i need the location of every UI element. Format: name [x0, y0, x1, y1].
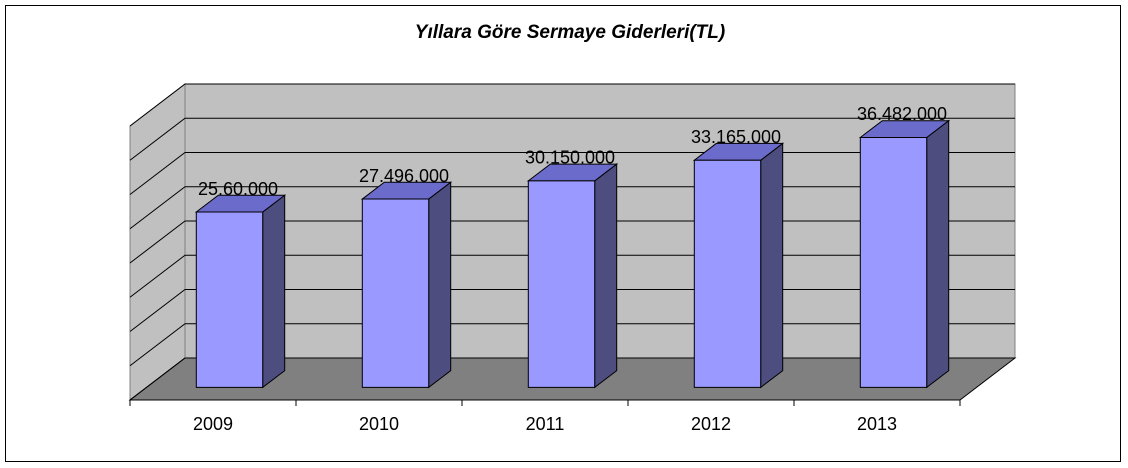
x-tick-label: 2010 — [359, 414, 399, 434]
grid-line — [129, 83, 1015, 127]
chart-title: Yıllara Göre Sermaye Giderleri(TL) — [415, 22, 725, 43]
bar-side — [262, 194, 286, 389]
bar — [527, 180, 596, 388]
bar-side — [760, 142, 784, 389]
data-label: 27.496.000 — [359, 166, 449, 186]
bar-side — [428, 181, 452, 389]
grid-line — [129, 117, 1015, 161]
data-label: 30.150.000 — [525, 148, 615, 168]
bar — [195, 211, 264, 388]
bar-side — [926, 119, 950, 389]
x-tick-label: 2012 — [691, 414, 731, 434]
bar-side — [594, 163, 618, 389]
bar — [859, 136, 928, 388]
x-tick-label: 2013 — [857, 414, 897, 434]
x-tick-label: 2009 — [193, 414, 233, 434]
bar — [361, 198, 430, 388]
data-label: 36.482.000 — [857, 104, 947, 124]
x-tick-label: 2011 — [526, 414, 565, 434]
data-label: 25.60.000 — [198, 179, 278, 199]
data-label: 33.165.000 — [691, 127, 781, 147]
bar — [693, 159, 762, 388]
